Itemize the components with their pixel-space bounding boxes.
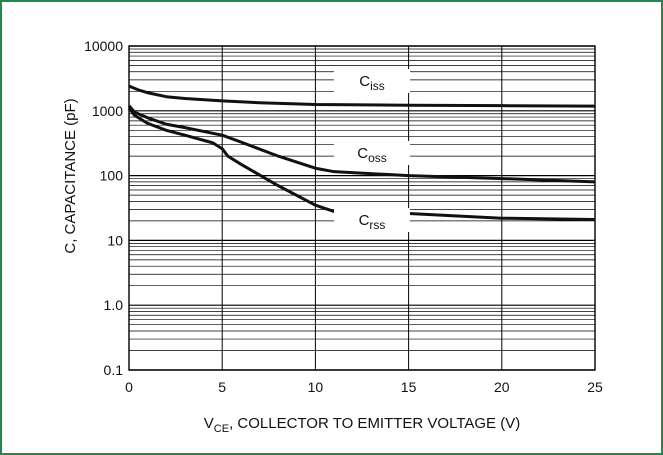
y-tick-label: 10 — [107, 232, 123, 248]
y-tick-label: 100 — [100, 168, 124, 184]
y-tick-label: 1.0 — [104, 297, 124, 313]
x-tick-label: 10 — [308, 379, 324, 395]
x-tick-label: 0 — [125, 379, 133, 395]
y-tick-label: 10000 — [84, 38, 123, 54]
x-tick-label: 25 — [587, 379, 603, 395]
y-axis-title: C, CAPACITANCE (pF) — [62, 98, 79, 253]
x-tick-label: 5 — [218, 379, 226, 395]
x-axis-title: VCE, COLLECTOR TO EMITTER VOLTAGE (V) — [204, 415, 520, 435]
x-tick-label: 20 — [494, 379, 510, 395]
y-tick-label: 0.1 — [104, 362, 124, 378]
y-tick-label: 1000 — [92, 103, 123, 119]
x-tick-labels: 0 5 10 15 20 25 — [125, 379, 603, 395]
y-tick-labels: 0.1 1.0 10 100 1000 10000 — [84, 38, 123, 378]
x-tick-label: 15 — [401, 379, 417, 395]
